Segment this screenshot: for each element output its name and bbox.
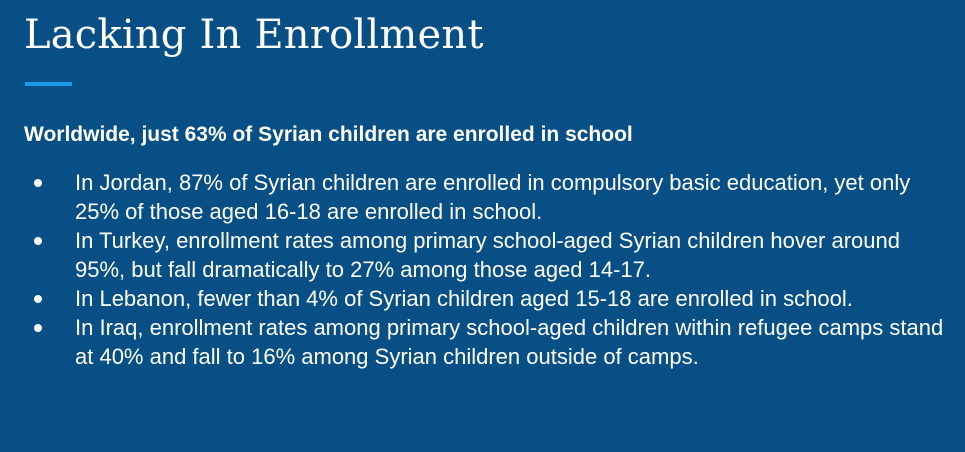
bullet-dot-icon <box>34 179 42 187</box>
bullet-text: In Turkey, enrollment rates among primar… <box>75 228 900 282</box>
slide-subtitle: Worldwide, just 63% of Syrian children a… <box>24 123 633 146</box>
bullet-list: In Jordan, 87% of Syrian children are en… <box>0 168 965 371</box>
bullet-dot-icon <box>34 324 42 332</box>
bullet-text: In Lebanon, fewer than 4% of Syrian chil… <box>75 286 853 311</box>
bullet-dot-icon <box>34 295 42 303</box>
bullet-item-turkey: In Turkey, enrollment rates among primar… <box>0 226 965 284</box>
slide-title: Lacking In Enrollment <box>24 12 484 58</box>
bullet-text: In Jordan, 87% of Syrian children are en… <box>75 170 911 224</box>
bullet-dot-icon <box>34 237 42 245</box>
bullet-item-jordan: In Jordan, 87% of Syrian children are en… <box>0 168 965 226</box>
bullet-item-lebanon: In Lebanon, fewer than 4% of Syrian chil… <box>0 284 965 313</box>
bullet-text: In Iraq, enrollment rates among primary … <box>75 315 944 369</box>
bullet-item-iraq: In Iraq, enrollment rates among primary … <box>0 313 965 371</box>
title-accent-bar <box>25 82 72 86</box>
